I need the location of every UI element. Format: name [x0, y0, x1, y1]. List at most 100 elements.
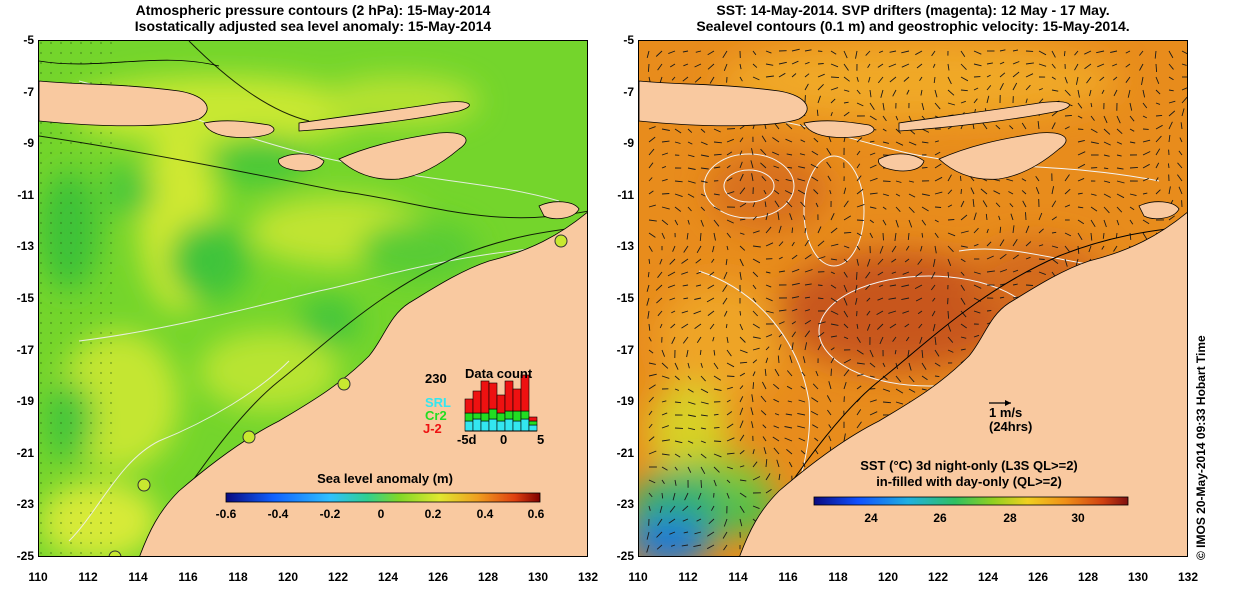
velocity-vector [752, 258, 761, 264]
velocity-vector [765, 50, 772, 54]
velocity-vector [1012, 254, 1019, 260]
velocity-vector [1012, 225, 1015, 234]
velocity-vector [648, 423, 653, 429]
velocity-vector [856, 385, 862, 390]
velocity-vector [683, 531, 689, 534]
velocity-vector [697, 505, 702, 510]
velocity-vector [1103, 128, 1111, 135]
velocity-vector [791, 227, 794, 234]
velocity-vector [726, 165, 731, 169]
velocity-vector [726, 362, 735, 368]
velocity-vector [751, 148, 754, 156]
velocity-vector [947, 89, 955, 96]
velocity-vector [1103, 180, 1111, 184]
inset-bar-segment [504, 410, 514, 420]
velocity-vector [947, 102, 956, 106]
velocity-vector [726, 138, 734, 143]
velocity-vector [973, 310, 981, 314]
velocity-vector [1142, 151, 1151, 156]
velocity-vector [674, 479, 677, 486]
inset-bar-segment [464, 420, 474, 432]
velocity-vector [739, 336, 746, 343]
velocity-vector [1008, 191, 1014, 195]
velocity-vector [683, 245, 689, 253]
velocity-vector [1051, 89, 1059, 92]
velocity-vector [817, 256, 826, 260]
velocity-vector [686, 232, 689, 240]
velocity-vector [647, 310, 650, 319]
velocity-vector [773, 189, 780, 195]
velocity-vector [786, 153, 793, 156]
velocity-vector [828, 424, 832, 429]
velocity-vector [830, 227, 838, 234]
velocity-vector [800, 450, 806, 455]
velocity-vector [814, 449, 819, 455]
velocity-vector [1168, 215, 1175, 221]
velocity-vector [791, 282, 800, 286]
inset-bar-segment [528, 416, 538, 422]
longitude-tick-label: 112 [78, 570, 98, 584]
velocity-vector [817, 226, 822, 234]
velocity-vector [752, 347, 760, 351]
velocity-vector [700, 479, 702, 488]
velocity-vector [1051, 245, 1059, 249]
velocity-vector [778, 309, 787, 312]
velocity-vector [791, 342, 794, 351]
velocity-vector [1025, 73, 1034, 78]
velocity-vector [791, 308, 798, 312]
velocity-vector [921, 388, 927, 391]
velocity-vector [785, 178, 793, 182]
velocity-vector [902, 310, 910, 314]
velocity-vector [700, 128, 706, 133]
velocity-vector [895, 193, 901, 197]
velocity-vector [817, 331, 825, 338]
velocity-vector [739, 245, 746, 251]
velocity-vector [752, 76, 760, 81]
velocity-vector [661, 362, 669, 369]
velocity-vector [1006, 178, 1014, 182]
velocity-vector [1116, 206, 1123, 213]
latitude-tick-label: -7 [23, 84, 34, 99]
velocity-vector [713, 349, 716, 356]
velocity-vector [762, 424, 767, 429]
velocity-vector [687, 440, 694, 444]
velocity-vector [1177, 162, 1183, 169]
velocity-vector [888, 63, 897, 68]
velocity-vector [1077, 163, 1086, 169]
velocity-vector [934, 206, 942, 208]
isobath-line [739, 225, 1187, 556]
velocity-vector [1025, 62, 1034, 65]
velocity-vector [856, 150, 861, 156]
velocity-vector [725, 323, 728, 329]
velocity-vector [895, 219, 899, 228]
velocity-vector [1090, 115, 1095, 121]
velocity-vector [791, 254, 798, 260]
velocity-vector [903, 76, 910, 82]
velocity-vector [661, 439, 670, 442]
latitude-tick-label: -15 [616, 291, 634, 305]
velocity-vector [879, 50, 884, 54]
velocity-vector [1103, 206, 1110, 214]
velocity-vector [648, 349, 654, 354]
velocity-vector [1129, 128, 1135, 132]
velocity-vector [1038, 228, 1044, 234]
inset-bar-segment [496, 412, 506, 422]
velocity-vector [934, 102, 941, 110]
velocity-vector [739, 465, 745, 468]
velocity-vector [1181, 108, 1185, 117]
velocity-vector [907, 232, 910, 240]
velocity-vector [762, 436, 767, 442]
velocity-vector [661, 425, 669, 429]
velocity-vector [791, 48, 800, 52]
colorbar-left [225, 492, 541, 503]
velocity-vector [674, 193, 683, 198]
velocity-vector [726, 479, 731, 484]
velocity-vector [960, 348, 966, 351]
velocity-vector [687, 180, 696, 184]
velocity-key [989, 400, 1011, 406]
velocity-vector [693, 310, 702, 315]
velocity-vector [739, 310, 742, 316]
velocity-vector [1116, 180, 1125, 184]
latitude-tick-label: -9 [23, 136, 34, 151]
velocity-vector [999, 253, 1007, 260]
